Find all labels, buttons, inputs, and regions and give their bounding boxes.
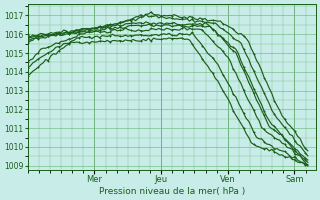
X-axis label: Pression niveau de la mer( hPa ): Pression niveau de la mer( hPa ) [99, 187, 245, 196]
